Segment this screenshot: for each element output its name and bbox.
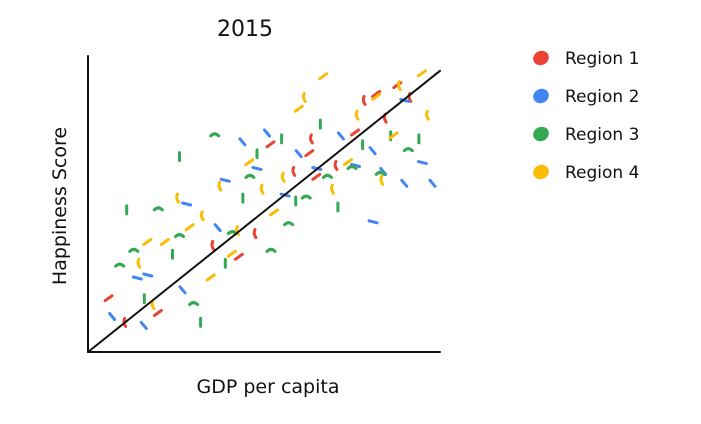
point-region-1 — [103, 294, 114, 303]
point-region-4 — [301, 91, 307, 103]
point-region-2 — [178, 285, 187, 295]
point-region-4 — [235, 225, 240, 237]
legend-label-region-1: Region 1 — [565, 49, 639, 69]
legend: Region 1 Region 2 Region 3 Region 4 — [533, 49, 639, 183]
point-region-1 — [304, 149, 315, 158]
point-region-2 — [131, 275, 143, 281]
legend-swatch-region-4 — [533, 164, 549, 180]
point-region-4 — [244, 158, 255, 167]
legend-label-region-3: Region 3 — [565, 125, 639, 145]
point-region-4 — [318, 72, 329, 81]
point-region-3 — [152, 206, 164, 212]
point-region-4 — [379, 174, 385, 186]
chart-title: 2015 — [217, 17, 273, 42]
points-layer — [103, 69, 437, 330]
point-region-1 — [309, 133, 314, 145]
legend-swatch-region-2 — [533, 88, 549, 104]
point-region-2 — [336, 131, 345, 141]
point-region-3 — [244, 173, 256, 179]
point-region-4 — [354, 109, 360, 121]
point-region-2 — [213, 223, 222, 233]
x-axis-label: GDP per capita — [197, 376, 340, 398]
point-region-3 — [321, 173, 333, 179]
point-region-2 — [181, 201, 193, 207]
point-region-4 — [226, 249, 237, 258]
point-region-2 — [294, 149, 303, 159]
point-region-2 — [142, 272, 154, 278]
legend-swatch-region-1 — [533, 50, 549, 66]
point-region-1 — [152, 309, 163, 317]
point-region-2 — [399, 97, 411, 103]
point-region-4 — [159, 238, 170, 246]
point-region-2 — [428, 178, 437, 188]
point-region-2 — [251, 166, 263, 171]
point-region-2 — [238, 137, 247, 147]
point-region-2 — [108, 312, 117, 321]
point-region-4 — [280, 171, 286, 183]
point-region-4 — [269, 208, 280, 217]
point-region-3 — [174, 233, 185, 239]
point-region-3 — [188, 301, 200, 307]
point-region-1 — [265, 140, 276, 149]
legend-swatch-region-3 — [533, 126, 549, 142]
point-region-4 — [388, 131, 399, 140]
point-region-4 — [205, 273, 216, 282]
point-region-3 — [283, 221, 295, 227]
point-region-1 — [333, 160, 339, 171]
point-region-1 — [291, 165, 297, 177]
point-region-2 — [416, 160, 428, 166]
point-region-2 — [400, 178, 409, 188]
point-region-1 — [361, 94, 367, 106]
point-region-1 — [371, 90, 382, 98]
point-region-2 — [263, 128, 271, 138]
point-region-1 — [311, 172, 322, 181]
point-region-3 — [114, 262, 126, 268]
point-region-2 — [219, 177, 231, 183]
point-region-1 — [210, 239, 216, 251]
point-region-4 — [397, 80, 402, 92]
point-region-4 — [425, 109, 430, 121]
point-region-4 — [330, 183, 335, 195]
legend-label-region-2: Region 2 — [565, 87, 639, 107]
point-region-1 — [350, 128, 360, 137]
point-region-1 — [233, 252, 244, 261]
legend-label-region-4: Region 4 — [565, 163, 639, 183]
point-region-4 — [142, 238, 153, 246]
point-region-2 — [139, 320, 148, 330]
point-region-4 — [343, 158, 353, 167]
point-region-3 — [374, 170, 386, 176]
point-region-4 — [175, 192, 180, 204]
point-region-3 — [346, 165, 358, 170]
point-region-4 — [293, 104, 304, 113]
point-region-2 — [367, 219, 379, 225]
point-region-3 — [209, 132, 221, 138]
point-region-4 — [199, 210, 205, 222]
point-region-1 — [252, 228, 258, 240]
y-axis-label: Happiness Score — [49, 127, 71, 285]
point-region-3 — [128, 247, 140, 253]
trendline — [87, 69, 441, 353]
point-region-4 — [217, 180, 223, 192]
point-region-4 — [136, 257, 142, 269]
point-region-4 — [259, 183, 265, 195]
point-region-4 — [416, 69, 427, 78]
point-region-4 — [371, 92, 382, 101]
point-region-2 — [368, 146, 377, 156]
point-region-3 — [402, 147, 414, 153]
point-region-3 — [265, 247, 277, 253]
point-region-3 — [300, 194, 312, 200]
point-region-2 — [350, 163, 361, 168]
point-region-4 — [184, 223, 195, 232]
